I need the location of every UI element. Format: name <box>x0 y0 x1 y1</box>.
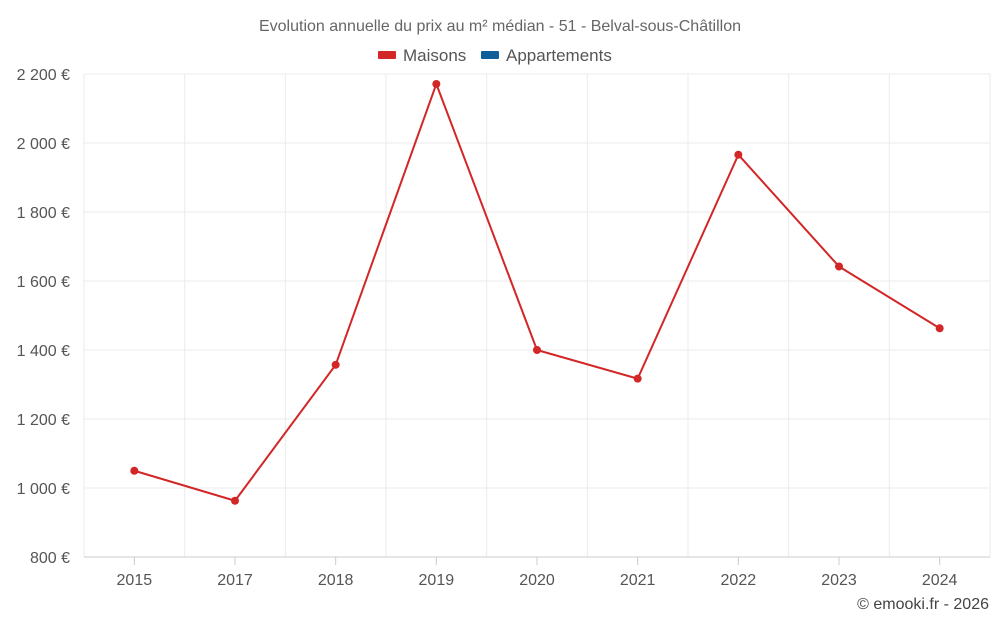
data-point-maisons[interactable] <box>633 374 642 383</box>
data-point-maisons[interactable] <box>231 496 239 505</box>
y-gridlines <box>84 73 990 489</box>
x-tick-label: 2019 <box>419 572 455 589</box>
data-point-maisons[interactable] <box>331 360 340 369</box>
x-tick-label: 2021 <box>620 572 656 589</box>
x-tick-label: 2024 <box>922 572 958 589</box>
y-tick-label: 800 € <box>30 550 70 567</box>
y-tick-label: 2 200 € <box>17 67 70 84</box>
x-tick-label: 2017 <box>217 572 253 589</box>
y-tick-label: 1 400 € <box>17 343 70 360</box>
legend-item-appartements[interactable]: Appartements <box>481 46 612 65</box>
y-axis-ticks: 800 € 1 000 € 1 200 € 1 400 € 1 600 € 1 800 €… <box>17 67 70 567</box>
data-point-maisons[interactable] <box>533 346 541 354</box>
series-line-maisons <box>134 83 941 502</box>
x-tick-label: 2020 <box>519 572 555 589</box>
y-tick-label: 1 200 € <box>17 412 70 429</box>
legend-label-maisons: Maisons <box>403 46 466 65</box>
legend: Maisons Appartements <box>378 46 612 65</box>
x-tick-label: 2022 <box>721 572 757 589</box>
series-group <box>130 80 944 505</box>
credit-text: © emooki.fr - 2026 <box>857 596 989 613</box>
x-tick-label: 2023 <box>821 572 857 589</box>
x-gridlines <box>83 74 991 557</box>
y-tick-label: 2 000 € <box>17 136 70 153</box>
data-point-maisons[interactable] <box>432 80 441 89</box>
y-tick-label: 1 600 € <box>17 274 70 291</box>
legend-item-maisons[interactable]: Maisons <box>378 46 466 65</box>
data-point-maisons[interactable] <box>835 262 843 271</box>
legend-swatch-maisons <box>378 51 396 59</box>
chart-title: Evolution annuelle du prix au m² médian … <box>259 18 741 35</box>
y-tick-label: 1 800 € <box>17 205 70 222</box>
x-tick-label: 2018 <box>318 572 354 589</box>
x-axis-ticks: 2015 2017 2018 2019 2020 2021 2022 2023 2024 <box>117 557 958 589</box>
data-point-maisons[interactable] <box>734 150 743 159</box>
legend-label-appartements: Appartements <box>506 46 612 65</box>
data-point-maisons[interactable] <box>935 324 944 333</box>
legend-swatch-appartements <box>481 51 499 59</box>
y-tick-label: 1 000 € <box>17 481 70 498</box>
data-point-maisons[interactable] <box>130 466 139 475</box>
x-tick-label: 2015 <box>117 572 153 589</box>
